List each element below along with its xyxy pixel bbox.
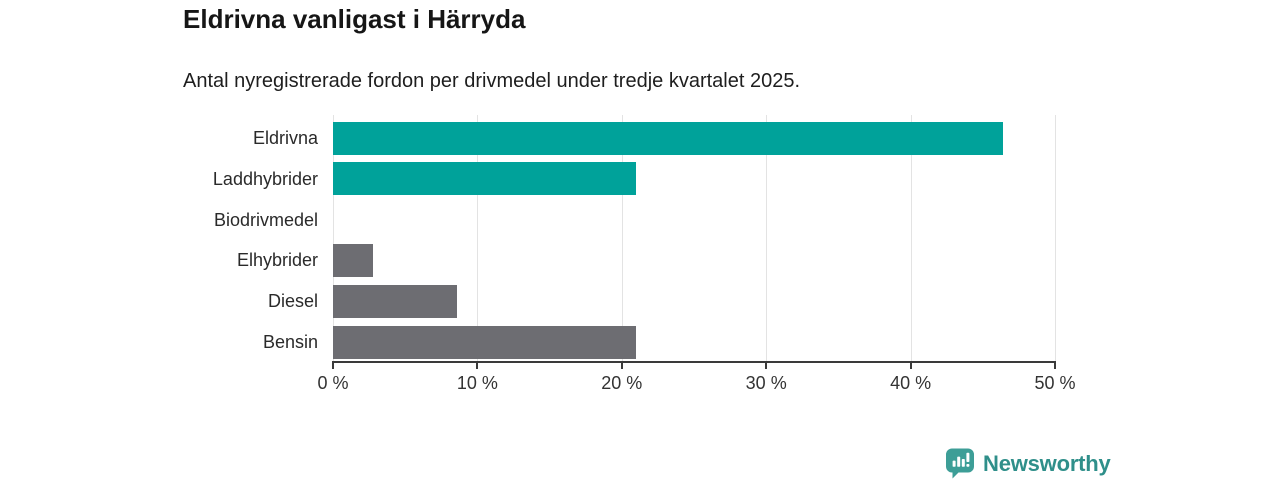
x-axis-tick-10 <box>476 361 479 369</box>
bar-laddhybrider <box>333 162 637 196</box>
bar-eldrivna <box>333 121 1003 155</box>
plot-area <box>333 115 1056 362</box>
x-axis: 0 % 10 % 20 % 30 % 40 % 50 % <box>317 361 1076 397</box>
category-label-diesel: Diesel <box>267 291 318 312</box>
bar-elhybrider <box>333 243 374 277</box>
x-tick-label-30: 30 % <box>745 373 787 393</box>
gridline-30 <box>766 115 768 362</box>
category-label-laddhybrider: Laddhybrider <box>212 168 318 189</box>
category-label-bensin: Bensin <box>262 332 318 352</box>
x-axis-tick-50 <box>1054 361 1056 369</box>
category-labels: Eldrivna Laddhybrider Biodrivmedel Elhybrid… <box>0 115 318 362</box>
category-label-eldrivna: Eldrivna <box>252 128 318 148</box>
gridline-20 <box>621 115 623 362</box>
gridline-40 <box>910 115 912 362</box>
x-tick-label-50: 50 % <box>1034 373 1076 393</box>
x-axis-tick-0 <box>332 361 334 369</box>
newsworthy-icon <box>946 448 974 479</box>
x-tick-label-20: 20 % <box>601 373 643 393</box>
x-tick-label-10: 10 % <box>456 373 498 393</box>
chart-title: Eldrivna vanligast i Härryda <box>183 4 526 34</box>
gridline-0 <box>333 115 334 362</box>
bar-diesel <box>333 284 458 318</box>
gridline-10 <box>477 115 479 362</box>
x-axis-tick-40 <box>909 361 912 369</box>
newsworthy-wordmark: Newsworthy <box>983 450 1111 476</box>
x-axis-tick-20 <box>620 361 623 369</box>
x-axis-tick-30 <box>765 361 768 369</box>
bar-bensin <box>333 325 637 359</box>
category-label-elhybrider: Elhybrider <box>236 250 318 271</box>
x-tick-label-0: 0 % <box>317 373 349 393</box>
x-axis-line <box>333 361 1055 363</box>
x-tick-label-40: 40 % <box>890 373 932 393</box>
category-label-biodrivmedel: Biodrivmedel <box>213 209 318 230</box>
chart-subtitle: Antal nyregistrerade fordon per drivmede… <box>183 70 801 92</box>
gridline-50 <box>1055 115 1056 362</box>
newsworthy-logo[interactable]: Newsworthy <box>945 448 1111 479</box>
